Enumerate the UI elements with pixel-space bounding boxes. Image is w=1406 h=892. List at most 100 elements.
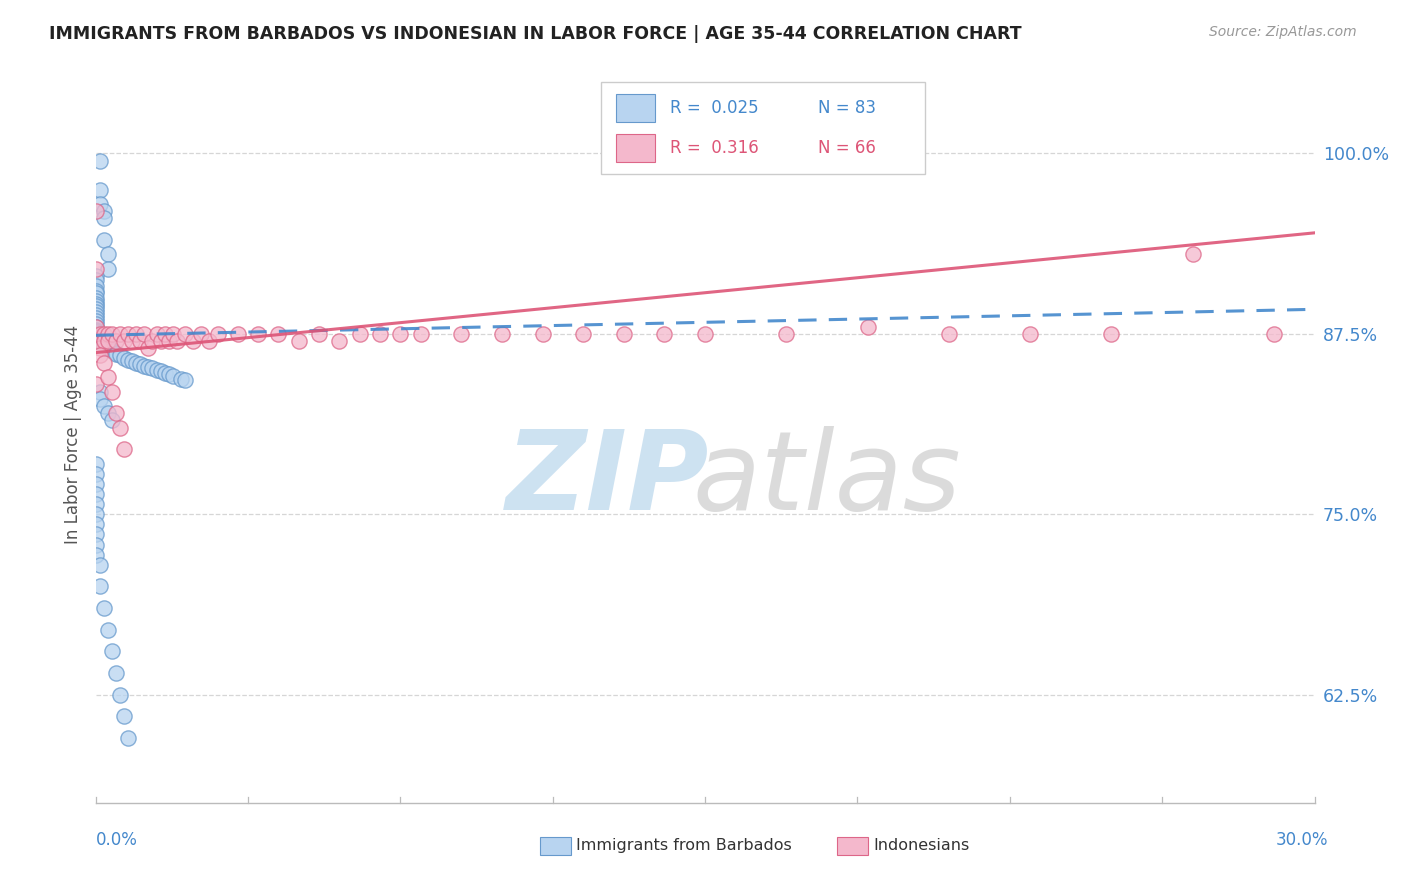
Point (134, 326, 156, 341)
Point (112, 334, 135, 348)
Point (112, 442, 135, 457)
Point (89, 330, 111, 344)
Point (654, 326, 676, 341)
Point (84, 310, 107, 325)
Point (84, 293, 107, 308)
Point (101, 413, 124, 427)
Point (149, 334, 172, 348)
Point (84, 497, 107, 511)
Point (170, 371, 193, 385)
Point (84, 319, 107, 334)
Point (84, 548, 107, 562)
Point (104, 345, 127, 359)
Point (389, 326, 412, 341)
Text: Source: ZipAtlas.com: Source: ZipAtlas.com (1209, 25, 1357, 39)
Point (166, 334, 188, 348)
Point (174, 326, 197, 341)
Point (89, 197, 111, 211)
Point (349, 326, 371, 341)
Point (84, 261, 107, 276)
Point (89, 331, 111, 345)
Text: R =  0.025: R = 0.025 (669, 99, 758, 117)
Point (84, 317, 107, 331)
Point (267, 326, 290, 341)
Point (121, 334, 143, 348)
Point (138, 359, 160, 374)
Point (93, 335, 115, 350)
Text: Indonesians: Indonesians (873, 838, 969, 853)
Bar (616, 134, 655, 161)
Point (89, 333, 111, 347)
Point (84, 487, 107, 501)
Bar (616, 95, 655, 122)
Point (695, 326, 717, 341)
Point (84, 279, 107, 293)
Text: 0.0%: 0.0% (96, 831, 138, 849)
Point (84, 507, 107, 521)
Point (84, 326, 107, 341)
Point (157, 368, 180, 382)
Point (97, 340, 120, 354)
Point (101, 344, 124, 359)
Point (101, 326, 124, 341)
Point (97, 261, 120, 276)
Point (93, 337, 115, 351)
Point (93, 334, 115, 348)
Point (101, 343, 124, 357)
Point (84, 517, 107, 532)
Point (1019, 326, 1042, 341)
Point (104, 347, 127, 361)
Point (89, 384, 111, 399)
Point (97, 370, 120, 384)
Point (84, 284, 107, 298)
Point (938, 326, 960, 341)
Point (89, 558, 111, 572)
Point (89, 579, 111, 593)
Point (138, 341, 160, 355)
Point (491, 326, 513, 341)
Point (153, 366, 176, 380)
Point (112, 709, 135, 723)
Point (112, 351, 135, 366)
Point (174, 373, 197, 387)
Point (328, 334, 350, 348)
Point (97, 326, 120, 341)
Point (145, 363, 167, 377)
Point (84, 302, 107, 317)
Text: 30.0%: 30.0% (1277, 831, 1329, 849)
Point (89, 334, 111, 348)
FancyBboxPatch shape (602, 81, 925, 174)
Point (572, 326, 595, 341)
Point (162, 326, 184, 341)
Point (89, 326, 111, 341)
Point (84, 527, 107, 541)
Point (89, 328, 111, 343)
Point (84, 319, 107, 334)
Y-axis label: In Labor Force | Age 35-44: In Labor Force | Age 35-44 (63, 326, 82, 544)
Point (181, 334, 204, 348)
Point (89, 349, 111, 363)
Point (104, 665, 127, 680)
Text: Immigrants from Barbados: Immigrants from Barbados (576, 838, 792, 853)
Point (93, 601, 115, 615)
Text: IMMIGRANTS FROM BARBADOS VS INDONESIAN IN LABOR FORCE | AGE 35-44 CORRELATION CH: IMMIGRANTS FROM BARBADOS VS INDONESIAN I… (49, 25, 1022, 43)
Point (89, 153, 111, 168)
Point (84, 467, 107, 481)
Point (117, 731, 139, 745)
Point (84, 305, 107, 319)
Point (125, 326, 148, 341)
Point (93, 326, 115, 341)
Point (108, 349, 131, 363)
Point (84, 296, 107, 310)
Point (84, 322, 107, 336)
Point (93, 233, 115, 247)
Text: ZIP: ZIP (506, 425, 710, 533)
Point (97, 247, 120, 261)
Point (101, 384, 124, 399)
Point (97, 406, 120, 420)
Point (104, 334, 127, 348)
Point (97, 334, 120, 348)
Point (856, 319, 879, 334)
Point (93, 211, 115, 226)
Point (198, 334, 221, 348)
